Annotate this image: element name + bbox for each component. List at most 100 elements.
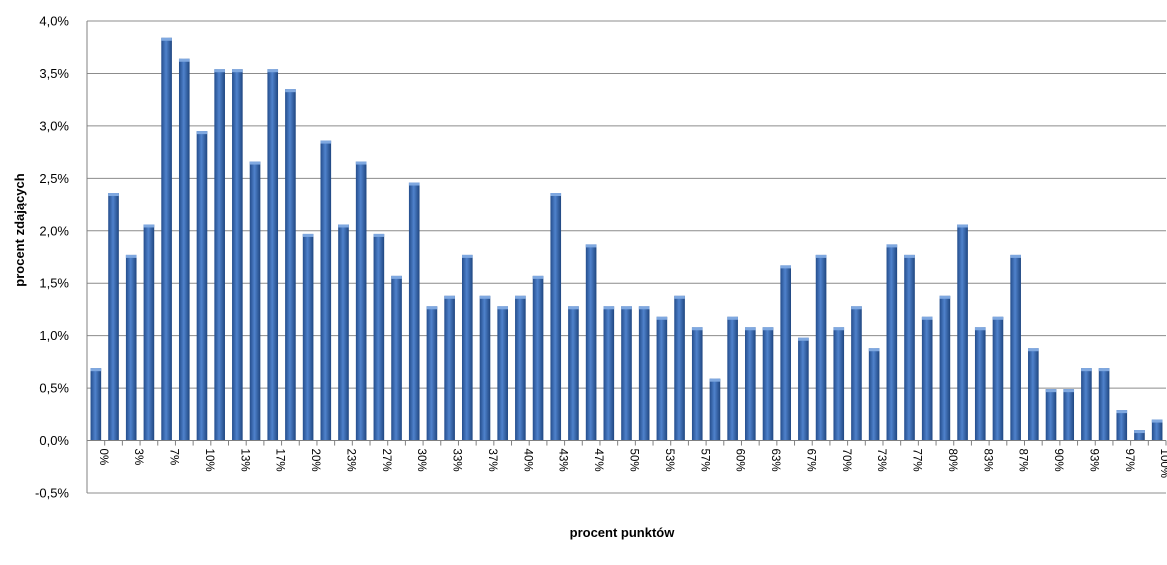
bar [939,295,951,441]
x-tick-label: 7% [168,449,180,466]
bar [1010,254,1021,441]
bar-top-highlight [798,337,809,341]
bar-top-highlight [868,348,880,352]
x-tick-label: 47% [592,449,604,472]
bar [90,368,102,441]
bar [1028,348,1039,441]
bar [974,327,986,441]
bar [532,275,544,441]
x-tick-label: 93% [1087,449,1099,472]
bar-top-highlight [196,131,208,135]
bar [1098,368,1110,441]
bar-top-highlight [214,69,225,73]
bar-top-highlight [1134,430,1145,434]
x-tick-label: 37% [486,449,498,472]
x-tick-label: 57% [698,449,710,472]
bar-top-highlight [515,295,526,299]
bar-top-highlight [674,295,685,299]
x-tick-label: 13% [238,449,250,472]
x-tick-label: 10% [203,449,215,472]
bar [674,295,685,441]
bar [320,140,332,441]
bar-top-highlight [1063,389,1075,393]
x-tick-label: 3% [132,449,144,466]
x-tick-label: 90% [1052,449,1064,472]
bar [550,193,562,441]
bar-top-highlight [143,224,155,228]
bar-top-highlight [125,254,137,258]
x-tick-label: 27% [380,449,392,472]
x-tick-label: 30% [415,449,427,472]
bar-top-highlight [108,193,119,197]
bar-top-highlight [461,254,473,258]
bar-top-highlight [921,316,933,320]
bar [904,254,915,441]
x-tick-label: 67% [804,449,816,472]
bar-top-highlight [161,37,172,41]
bar-top-highlight [568,306,579,310]
x-tick-label: 33% [451,449,463,472]
bar-top-highlight [691,327,703,331]
bar-top-highlight [249,161,261,165]
bar [691,327,703,441]
x-tick-label: 100% [1158,449,1167,478]
bar [108,193,119,441]
x-tick-label: 87% [1017,449,1029,472]
bar [585,244,597,441]
bar [921,316,933,441]
bar [638,306,650,441]
x-tick-label: 77% [911,449,923,472]
y-tick-label: 3,5% [39,66,69,81]
x-tick-label: 50% [628,449,640,472]
x-tick-label: 43% [557,449,569,472]
y-tick-label: 0,0% [39,433,69,448]
bar-top-highlight [1116,410,1128,414]
bar-top-highlight [904,254,915,258]
x-tick-label: 97% [1123,449,1135,472]
bar-top-highlight [638,306,650,310]
x-axis-title: procent punktów [570,525,676,540]
bar [727,316,738,441]
bar [408,182,420,441]
y-tick-label: -0,5% [35,486,69,501]
bar [957,224,968,441]
bar-top-highlight [603,306,615,310]
bar [780,265,792,441]
bar [1081,368,1092,441]
bar [1045,389,1057,441]
bar-top-highlight [90,368,102,372]
bar-top-highlight [479,295,491,299]
x-tick-label: 0% [97,449,109,466]
bar-top-highlight [302,233,314,237]
bar [196,131,208,441]
y-axis-title: procent zdających [12,173,27,286]
bar [1116,410,1128,441]
bar [886,244,898,441]
x-tick-label: 83% [981,449,993,472]
bar [461,254,473,441]
y-tick-label: 2,0% [39,223,69,238]
bar-top-highlight [656,316,668,320]
bar [285,89,296,441]
bar-top-highlight [391,275,402,279]
bar [745,327,756,441]
x-tick-label: 53% [663,449,675,472]
bar [851,306,862,441]
bar-top-highlight [444,295,455,299]
bar-top-highlight [1098,368,1110,372]
bar-top-highlight [408,182,420,186]
y-tick-label: 1,5% [39,276,69,291]
bar-top-highlight [939,295,951,299]
bar-top-highlight [532,275,544,279]
bar-top-highlight [709,378,721,382]
bar-top-highlight [178,58,190,62]
bar [868,348,880,441]
bar-top-highlight [1151,419,1163,423]
bar [515,295,526,441]
y-tick-label: 1,0% [39,328,69,343]
x-tick-label: 70% [840,449,852,472]
bar-top-highlight [338,224,349,228]
bar [656,316,668,441]
bar [302,233,314,441]
